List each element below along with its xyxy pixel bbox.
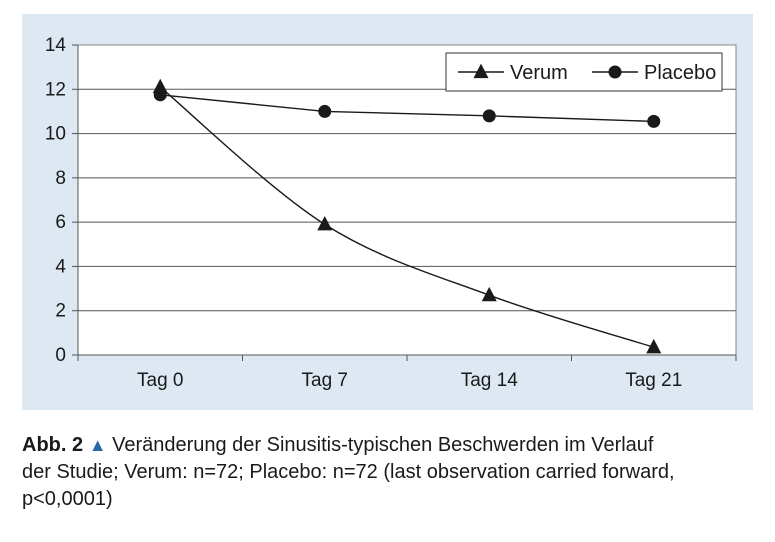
y-tick-label-10: 10 <box>45 124 66 145</box>
y-tick-label-4: 4 <box>55 256 66 277</box>
series-line-placebo <box>160 94 654 123</box>
point-placebo-2 <box>482 109 496 123</box>
y-tick-label-12: 12 <box>45 79 66 100</box>
series-line-verum <box>159 86 654 348</box>
point-placebo-0 <box>153 88 167 102</box>
caption-text-line1: Veränderung der Sinusitis-typischen Besc… <box>112 434 654 456</box>
y-tick-label-2: 2 <box>55 301 66 322</box>
caption-triangle-icon: ▲ <box>88 435 107 455</box>
point-placebo-3 <box>647 114 661 128</box>
point-verum-3 <box>646 338 662 354</box>
legend: Verum Placebo <box>445 52 723 92</box>
y-tick-label-8: 8 <box>55 168 66 189</box>
legend-triangle-icon <box>473 63 489 79</box>
x-tick-label-2: Tag 14 <box>461 370 518 391</box>
legend-label-placebo: Placebo <box>644 62 716 84</box>
x-tick-label-1: Tag 7 <box>302 370 348 391</box>
caption-text-line3: p<0,0001) <box>22 488 113 510</box>
point-placebo-1 <box>318 104 332 118</box>
chart-panel: 0 2 4 6 8 10 12 14 Tag 0 Tag 7 Tag 14 Tag 21 Verum Pl… <box>22 14 753 410</box>
legend-label-verum: Verum <box>510 62 568 84</box>
caption-label: Abb. 2 <box>22 434 84 456</box>
figure-caption: Abb. 2 ▲ Veränderung der Sinusitis-typis… <box>22 432 752 513</box>
caption-text-line2: der Studie; Verum: n=72; Placebo: n=72 (… <box>22 461 675 483</box>
legend-circle-icon <box>608 65 622 79</box>
point-verum-1 <box>317 215 333 231</box>
y-tick-label-6: 6 <box>55 212 66 233</box>
y-tick-label-0: 0 <box>55 345 66 366</box>
line-chart: 0 2 4 6 8 10 12 14 Tag 0 Tag 7 Tag 14 Tag 21 Verum Pl… <box>45 35 737 391</box>
plot-area <box>77 44 737 356</box>
x-tick-label-0: Tag 0 <box>137 370 183 391</box>
y-tick-label-14: 14 <box>45 35 67 56</box>
point-verum-2 <box>481 286 497 302</box>
x-tick-label-3: Tag 21 <box>625 370 682 391</box>
